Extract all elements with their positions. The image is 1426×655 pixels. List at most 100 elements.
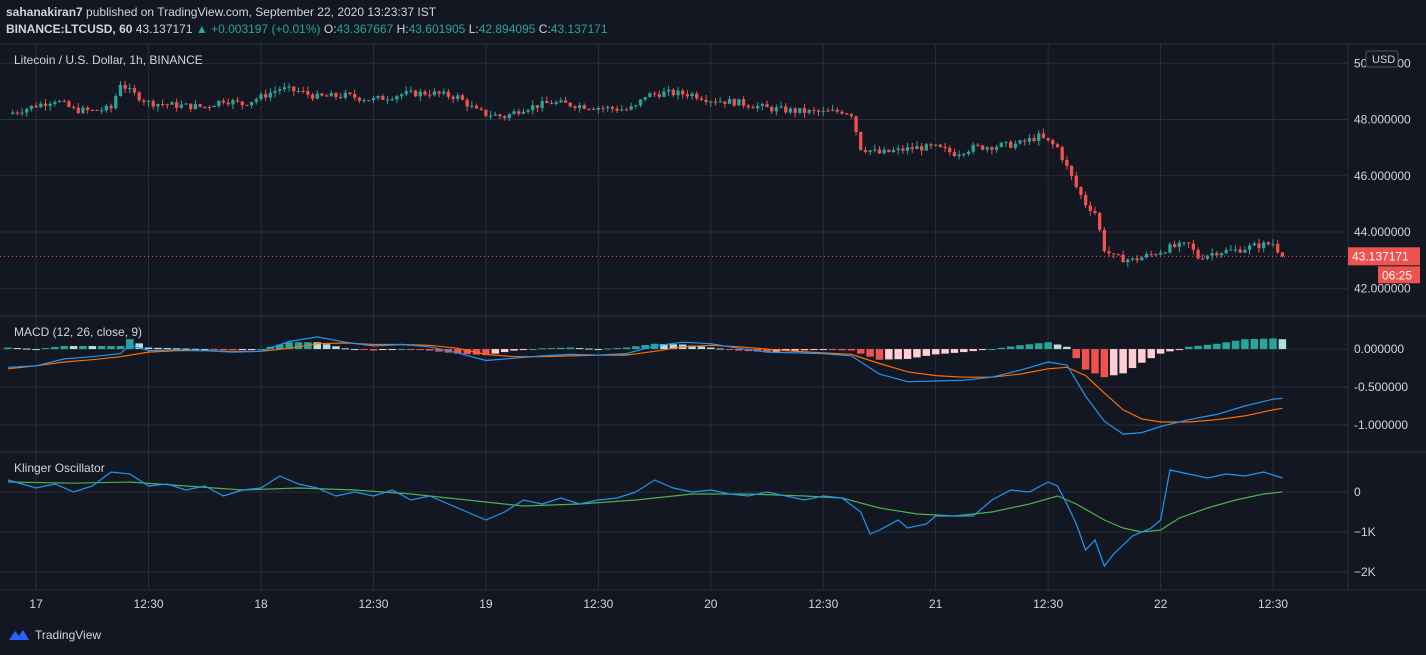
- candle: [1027, 138, 1032, 142]
- histogram-bar: [276, 344, 284, 350]
- candle: [1069, 165, 1074, 176]
- candle: [1276, 243, 1280, 253]
- histogram-bar: [51, 347, 59, 350]
- candle: [807, 109, 811, 113]
- histogram-bar: [950, 349, 959, 353]
- histogram-bar: [707, 347, 715, 350]
- y-axis-label: −2K: [1354, 565, 1376, 579]
- candle: [934, 144, 938, 146]
- candle: [399, 94, 404, 97]
- candle: [240, 101, 244, 106]
- histogram-bar: [875, 349, 884, 360]
- candle: [273, 90, 277, 93]
- histogram-bar: [482, 349, 490, 356]
- candle: [587, 108, 591, 110]
- histogram-bar: [529, 349, 537, 351]
- candle: [559, 100, 563, 103]
- candle: [919, 146, 924, 151]
- histogram-bar: [229, 349, 237, 351]
- candle: [535, 105, 540, 108]
- candle: [15, 112, 20, 114]
- candle: [756, 105, 760, 109]
- ohlc-legend: BINANCE:LTCUSD, 60 43.137171 ▲ +0.003197…: [6, 22, 608, 36]
- histogram-bar: [238, 349, 247, 351]
- histogram-bar: [41, 348, 50, 350]
- histogram-bar: [332, 346, 340, 350]
- candle: [699, 98, 704, 100]
- candle: [39, 103, 43, 108]
- candle: [264, 94, 268, 98]
- candle: [1210, 253, 1214, 256]
- candle: [282, 87, 287, 90]
- histogram-bar: [172, 348, 181, 350]
- footer: TradingView: [8, 628, 101, 642]
- candle: [859, 131, 863, 150]
- candle: [395, 96, 399, 100]
- candle: [390, 99, 394, 101]
- candle: [741, 99, 746, 106]
- candle: [845, 113, 849, 115]
- candle: [29, 105, 34, 109]
- histogram-bar: [88, 346, 97, 350]
- histogram-bar: [1016, 345, 1024, 350]
- y-axis-label: -1.000000: [1354, 418, 1408, 432]
- candle: [1168, 244, 1172, 253]
- histogram-bar: [32, 349, 40, 351]
- candle: [1046, 137, 1050, 141]
- candle: [1271, 243, 1275, 245]
- candle: [1154, 254, 1158, 256]
- candle: [184, 103, 188, 105]
- histogram-bar: [257, 349, 265, 351]
- candle: [938, 144, 943, 147]
- histogram-bar: [1072, 349, 1080, 359]
- histogram-bar: [369, 349, 378, 351]
- candle: [259, 94, 263, 100]
- candle: [465, 99, 469, 107]
- candle: [732, 99, 736, 106]
- histogram-bar: [660, 344, 668, 350]
- candle: [1116, 254, 1121, 256]
- histogram-bar: [144, 347, 153, 350]
- candle: [966, 151, 971, 154]
- candle: [549, 103, 554, 105]
- y-axis-label: −1K: [1354, 525, 1376, 539]
- histogram-bar: [997, 347, 1006, 350]
- histogram-bar: [1053, 344, 1062, 350]
- candle: [1173, 244, 1177, 247]
- histogram-bar: [885, 349, 893, 360]
- histogram-bar: [116, 346, 125, 350]
- candle: [1032, 138, 1036, 141]
- candle: [1009, 141, 1013, 148]
- klinger-title: Klinger Oscillator: [14, 461, 105, 475]
- histogram-bar: [454, 349, 462, 354]
- candle: [160, 103, 165, 105]
- histogram-bar: [791, 349, 799, 351]
- candle: [770, 107, 774, 112]
- candle: [315, 93, 319, 99]
- histogram-bar: [538, 348, 546, 350]
- candle: [896, 148, 900, 151]
- candle: [76, 107, 80, 113]
- candle: [207, 106, 212, 108]
- candle: [784, 106, 788, 113]
- histogram-bar: [69, 346, 78, 350]
- candle: [296, 90, 301, 92]
- candle: [179, 104, 183, 108]
- candle: [446, 91, 451, 97]
- histogram-bar: [491, 349, 500, 354]
- chart-title: Litecoin / U.S. Dollar, 1h, BINANCE: [14, 53, 203, 67]
- candle: [1144, 254, 1149, 258]
- time-axis-label: 12:30: [808, 597, 838, 611]
- histogram-bar: [978, 349, 987, 351]
- histogram-bar: [247, 349, 256, 351]
- histogram-bar: [1203, 344, 1212, 350]
- candle: [540, 101, 544, 108]
- candle: [334, 93, 338, 97]
- candle: [217, 100, 221, 106]
- histogram-bar: [191, 348, 200, 350]
- histogram-bar: [1175, 349, 1184, 351]
- candle: [1126, 259, 1130, 263]
- candle: [175, 102, 179, 108]
- candle: [203, 106, 207, 108]
